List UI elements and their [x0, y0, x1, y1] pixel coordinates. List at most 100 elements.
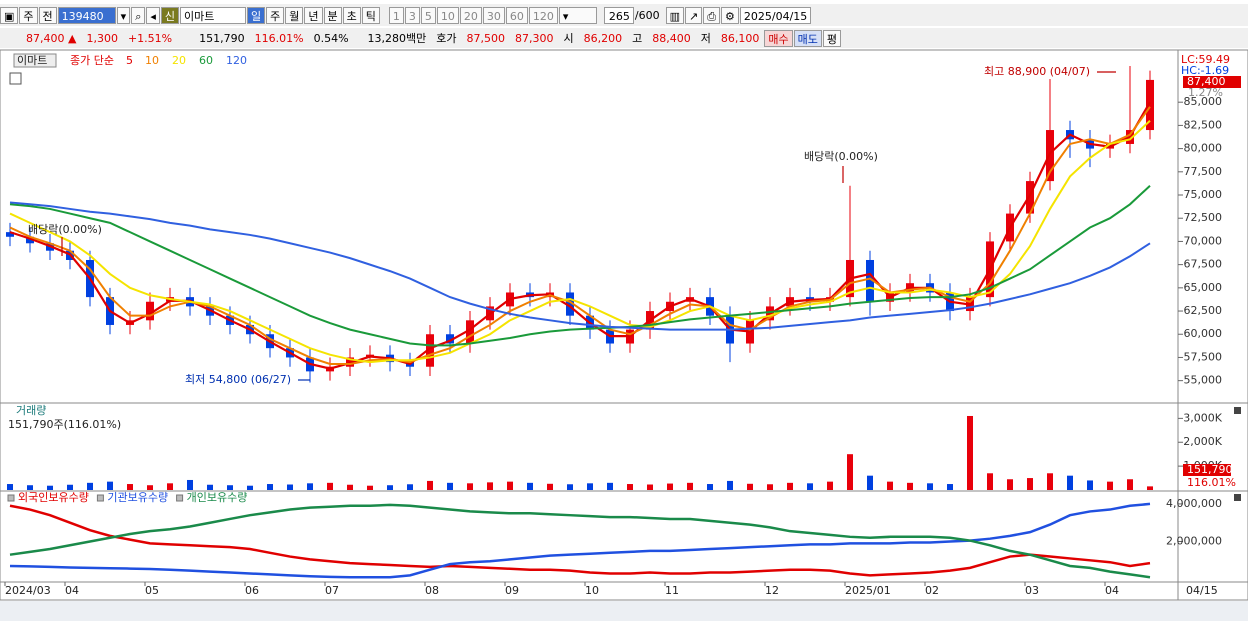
volume-bar [967, 415, 973, 490]
period-button[interactable]: 초 [342, 6, 361, 24]
volume-bar [667, 483, 673, 490]
volume-bar [807, 483, 813, 490]
change-rate: +1.51% [127, 31, 173, 45]
volume-bar [647, 484, 653, 490]
tool-button[interactable]: ↗ [685, 6, 703, 24]
legend-marker [96, 494, 104, 502]
candle-body [1146, 79, 1154, 131]
period-button[interactable]: 분 [323, 6, 342, 24]
panel-button[interactable] [1234, 494, 1241, 501]
holding-line [9, 503, 1151, 579]
interval-button[interactable]: 3 [404, 6, 420, 24]
volume-bar [287, 484, 293, 490]
low: 86,100 [720, 31, 760, 45]
grid-icon[interactable] [9, 72, 22, 85]
legend-title: 종가 단순 [70, 54, 114, 67]
volume-bar [827, 481, 833, 490]
volume-bar [247, 485, 253, 490]
volume-bar [507, 481, 513, 490]
volume-bar [167, 483, 173, 490]
last-volume-badge [1183, 464, 1231, 476]
moving-average [9, 201, 1151, 331]
interval-button[interactable]: 30 [482, 6, 505, 24]
y-tick-label: 72,500 [1184, 211, 1223, 224]
period-button[interactable]: 틱 [361, 6, 380, 24]
change: 1,300 [86, 31, 118, 45]
volume-bar [747, 483, 753, 490]
volume-bar [547, 483, 553, 490]
tool-button[interactable]: ⚙ [721, 6, 739, 24]
prev-button[interactable]: 전 [38, 6, 57, 24]
label: 고 [632, 32, 643, 45]
volume-bar [467, 483, 473, 490]
annotation: 최고 88,900 (04/07) [984, 65, 1090, 78]
period-button[interactable]: 년 [304, 6, 323, 24]
period-button[interactable]: 일 [247, 6, 266, 24]
turnover: 0.54% [313, 31, 349, 45]
x-tick-label: 02 [925, 584, 939, 597]
candle-body [146, 301, 154, 321]
legend-marker [176, 494, 184, 502]
legend-marker [7, 494, 15, 502]
y-tick-label: 60,000 [1184, 327, 1223, 340]
last-volume-rate: 116.01% [1187, 476, 1236, 489]
x-tick-label: 03 [1025, 584, 1039, 597]
count-input[interactable]: 265 [603, 6, 634, 24]
y-tick-label: 4,000,000 [1166, 497, 1222, 510]
annotation: 배당락(0.00%) [28, 223, 102, 236]
interval-button[interactable]: 5 [420, 6, 436, 24]
volume-bar [27, 485, 33, 490]
avg-button[interactable]: 평 [822, 29, 842, 47]
tool-button[interactable]: ▥ [665, 6, 684, 24]
x-tick-label: 05 [145, 584, 159, 597]
volume-bar [1147, 486, 1153, 490]
volume-rate: 116.01% [254, 31, 304, 45]
name-input[interactable]: 이마트 [180, 6, 247, 24]
open: 86,200 [583, 31, 623, 45]
volume-bar [427, 480, 433, 490]
interval-button[interactable]: 10 [436, 6, 459, 24]
volume-bar [447, 482, 453, 490]
last-price-badge [1183, 76, 1241, 88]
new-badge[interactable]: 신 [160, 6, 180, 24]
tool-button[interactable]: ⎙ [703, 6, 721, 24]
volume-bar [627, 484, 633, 490]
interval-select[interactable]: ▾ [558, 6, 597, 24]
candle-body [866, 259, 874, 302]
candle-body [426, 334, 434, 367]
period-button[interactable]: 월 [285, 6, 304, 24]
volume: 151,790 [199, 31, 245, 45]
scrollbar[interactable] [0, 601, 1248, 621]
volume-bar [127, 484, 133, 490]
layout-button[interactable]: ▣ [0, 6, 19, 24]
candle-body [446, 334, 454, 344]
legend-entry: 5 [126, 54, 133, 67]
volume-bar [1007, 479, 1013, 490]
market-select[interactable]: 주 [19, 6, 38, 24]
y-tick-label: 65,000 [1184, 281, 1223, 294]
candle-body [1026, 181, 1034, 214]
volume-bar [367, 485, 373, 490]
date-input[interactable]: 2025/04/15 [739, 6, 812, 24]
interval-button[interactable]: 20 [459, 6, 482, 24]
interval-button[interactable]: 120 [528, 6, 558, 24]
sell-button[interactable]: 매도 [793, 29, 822, 47]
interval-button[interactable]: 1 [388, 6, 404, 24]
y-tick-label: 55,000 [1184, 374, 1223, 387]
volume-bar [847, 454, 853, 490]
last-price-label: 87,400 [1187, 75, 1226, 88]
indicator: 1.27% [1188, 86, 1223, 99]
label: 호가 [436, 32, 457, 45]
sound-button[interactable]: ◂ [146, 6, 160, 24]
dropdown[interactable]: ▾ [116, 6, 131, 24]
volume-bar [227, 485, 233, 490]
interval-button[interactable]: 60 [505, 6, 528, 24]
search-button[interactable]: ⌕ [131, 6, 146, 24]
volume-bar [1127, 479, 1133, 490]
period-button[interactable]: 주 [266, 6, 285, 24]
volume-bar [1027, 478, 1033, 490]
code-input[interactable]: 139480 [57, 6, 116, 24]
buy-button[interactable]: 매수 [764, 29, 793, 47]
panel-button[interactable] [1234, 407, 1241, 414]
